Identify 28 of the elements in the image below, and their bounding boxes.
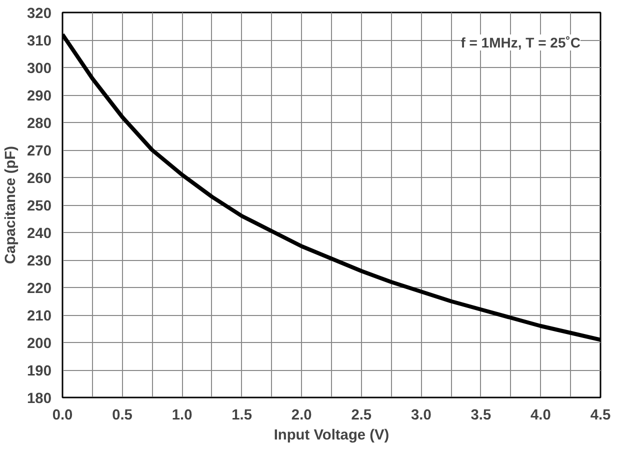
y-tick-label: 320 [27,6,52,22]
y-tick-label: 190 [27,364,52,380]
y-tick-label: 310 [27,34,52,50]
x-tick-label: 3.5 [470,408,492,424]
y-tick-label: 200 [27,336,52,352]
y-tick-label: 210 [27,308,52,324]
x-tick-label: 2.5 [351,408,372,424]
y-tick-label: 260 [27,171,52,187]
x-tick-label: 4.0 [530,408,551,424]
y-tick-label: 180 [27,391,52,407]
y-tick-label: 250 [27,198,52,214]
x-axis-title: Input Voltage (V) [274,428,390,444]
y-tick-label: 230 [27,254,52,270]
x-tick-label: 3.0 [410,408,432,424]
annotation: f = 1MHz, T = 25˚C [460,34,581,50]
y-tick-label: 280 [27,116,52,132]
x-tick-label: 0.0 [52,408,73,424]
x-tick-label: 0.5 [112,408,132,424]
y-tick-label: 270 [27,144,52,160]
x-tick-label: 1.0 [172,408,192,424]
y-axis-title: Capacitance (pF) [3,146,20,264]
x-tick-label: 1.5 [232,408,252,424]
x-tick-label: 2.0 [291,408,312,424]
y-tick-label: 290 [27,88,52,104]
y-tick-label: 220 [27,281,52,297]
y-tick-label: 300 [27,61,52,77]
y-tick-label: 240 [27,226,52,242]
x-tick-label: 4.5 [590,408,611,424]
